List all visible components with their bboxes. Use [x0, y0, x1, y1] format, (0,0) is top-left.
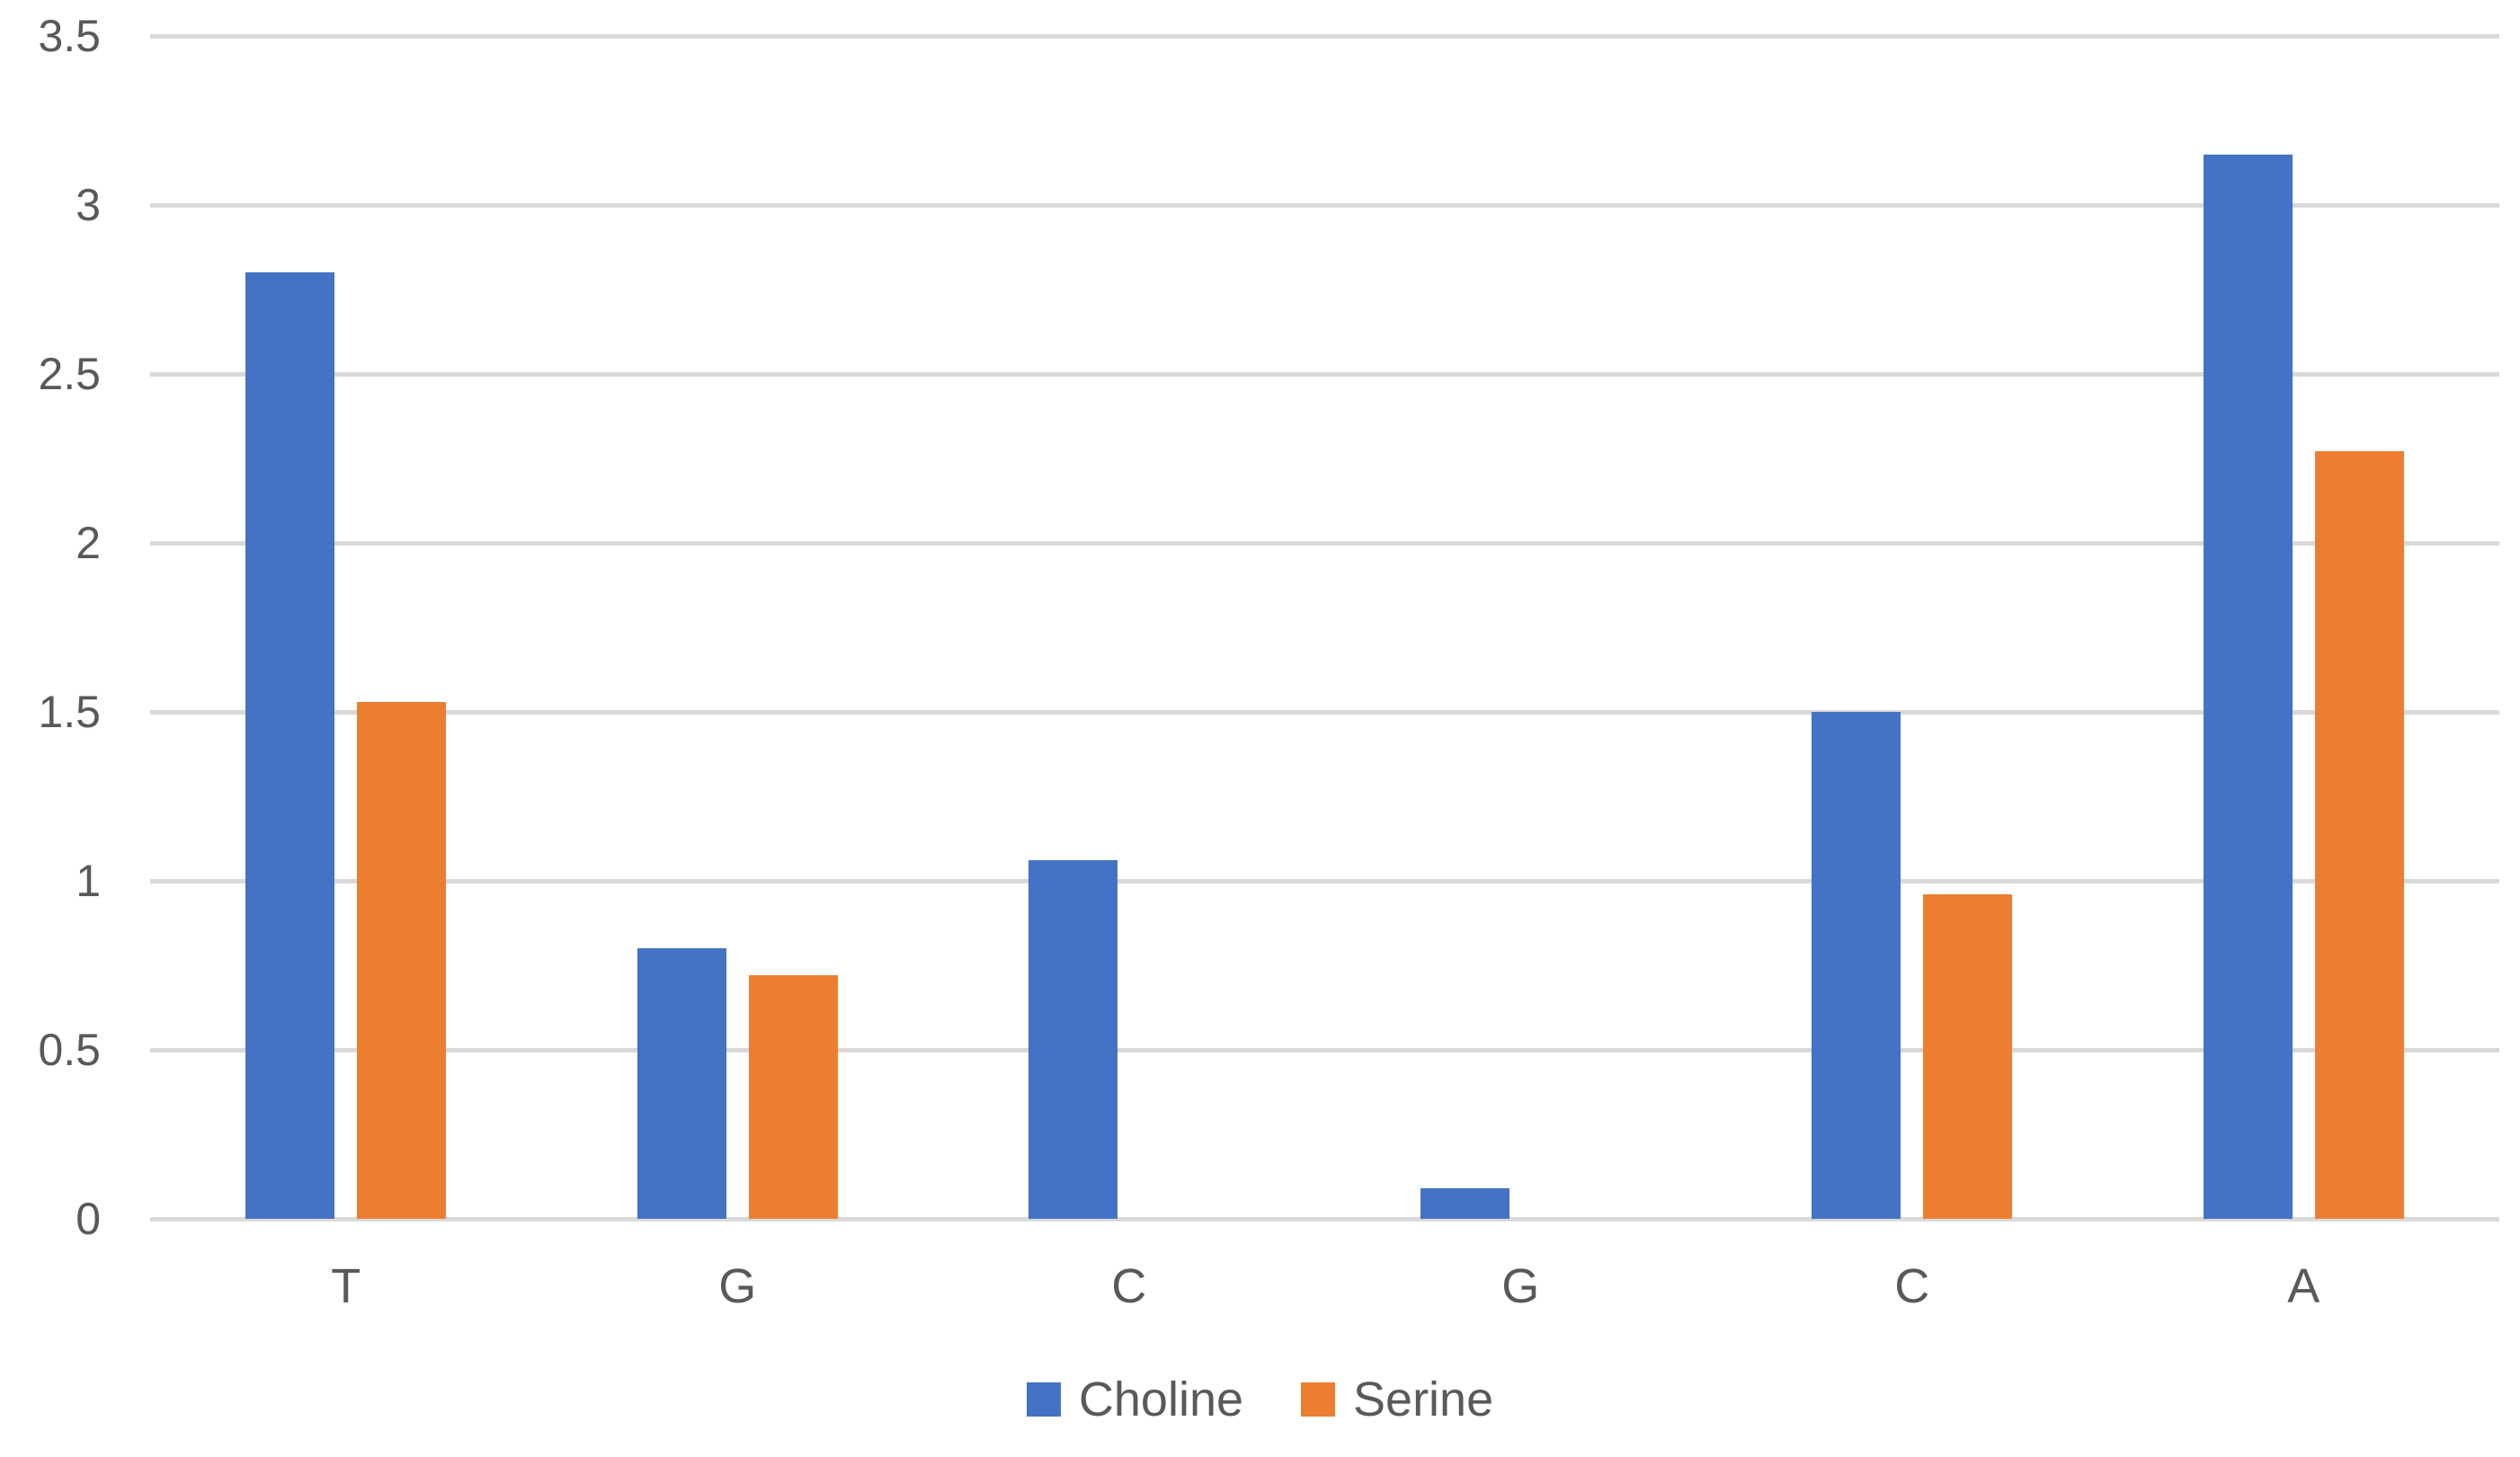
y-axis-tick-label: 3.5: [38, 11, 101, 61]
bar-choline-G-1: [637, 948, 726, 1219]
legend-entry-serine: Serine: [1301, 1375, 1493, 1424]
y-axis-tick-label: 3: [76, 180, 101, 230]
bar-serine-C-4: [1923, 894, 2013, 1219]
bar-serine-T-0: [357, 701, 447, 1219]
gridline-y-3: [150, 203, 2499, 208]
legend-label: Choline: [1078, 1373, 1244, 1426]
x-axis-tick-label-5: A: [2287, 1259, 2320, 1313]
y-axis-tick-label: 0: [76, 1194, 101, 1244]
x-axis-tick-label-4: C: [1894, 1259, 1930, 1313]
y-axis-tick-label: 1: [76, 856, 101, 906]
gridline-y-2: [150, 541, 2499, 546]
y-axis-tick-label: 2.5: [38, 349, 101, 399]
bar-choline-A-5: [2203, 154, 2293, 1219]
gridline-y-3.5: [150, 34, 2499, 39]
gridline-y-1: [150, 879, 2499, 884]
bar-choline-C-2: [1028, 860, 1118, 1219]
gridline-y-2.5: [150, 372, 2499, 377]
x-axis-tick-label-1: G: [718, 1259, 757, 1313]
x-axis-tick-label-3: G: [1501, 1259, 1540, 1313]
gridline-y-0: [150, 1217, 2499, 1222]
bar-choline-T-0: [245, 272, 335, 1219]
gridline-y-1.5: [150, 710, 2499, 715]
x-axis-tick-label-0: T: [331, 1259, 361, 1313]
legend-swatch-icon: [1301, 1382, 1336, 1417]
y-axis-tick-label: 1.5: [38, 687, 101, 737]
legend-entry-choline: Choline: [1026, 1373, 1244, 1426]
y-axis-tick-label: 2: [76, 518, 101, 568]
bar-serine-A-5: [2314, 451, 2404, 1219]
legend: Choline Serine: [0, 1375, 2520, 1424]
bar-serine-G-1: [748, 975, 838, 1219]
bar-choline-C-4: [1812, 712, 1901, 1219]
legend-label: Serine: [1353, 1373, 1494, 1426]
y-axis-tick-label: 0.5: [38, 1025, 101, 1075]
gridline-y-0.5: [150, 1048, 2499, 1053]
x-axis-tick-label-2: C: [1111, 1259, 1147, 1313]
bar-choline-G-3: [1420, 1188, 1509, 1219]
legend-swatch-icon: [1026, 1382, 1061, 1417]
